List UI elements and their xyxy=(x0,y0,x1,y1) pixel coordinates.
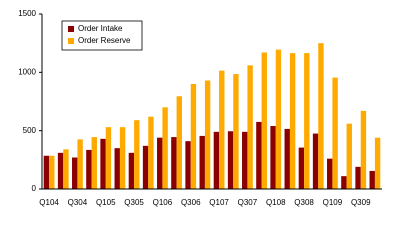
bar xyxy=(261,52,267,189)
legend-swatch xyxy=(68,38,74,44)
bar xyxy=(270,126,276,189)
bar xyxy=(114,148,120,189)
x-tick-label: Q306 xyxy=(181,198,201,207)
bar xyxy=(142,145,149,189)
bar xyxy=(100,138,106,189)
bar xyxy=(312,133,319,189)
bar xyxy=(199,135,205,189)
bar xyxy=(204,80,211,189)
bar xyxy=(105,127,112,189)
x-tick-label: Q307 xyxy=(238,198,258,207)
bar xyxy=(148,116,154,189)
bar xyxy=(247,65,253,189)
bar xyxy=(219,70,225,189)
x-tick-label: Q105 xyxy=(96,198,116,207)
bar xyxy=(134,120,140,189)
bar xyxy=(304,53,310,190)
bar xyxy=(256,121,262,189)
bar xyxy=(176,96,182,189)
y-tick-label: 1000 xyxy=(18,67,36,76)
bar xyxy=(355,166,361,189)
bar xyxy=(213,131,220,189)
x-tick-label: Q107 xyxy=(209,198,229,207)
bar xyxy=(341,176,347,189)
bar xyxy=(91,137,97,189)
x-tick-label: Q308 xyxy=(294,198,314,207)
y-tick-label: 0 xyxy=(32,184,37,193)
bar xyxy=(318,43,324,189)
legend-swatch xyxy=(68,26,74,32)
x-tick-label: Q104 xyxy=(39,198,59,207)
x-tick-label: Q304 xyxy=(68,198,88,207)
bar xyxy=(185,141,191,189)
bar xyxy=(57,152,64,189)
bar xyxy=(86,149,92,189)
bar xyxy=(242,131,248,189)
bar xyxy=(190,84,197,189)
x-tick-label: Q109 xyxy=(323,198,343,207)
bar xyxy=(233,74,239,189)
bar xyxy=(77,139,83,189)
legend-label: Order Reserve xyxy=(78,36,131,45)
bar xyxy=(171,137,177,189)
x-tick-label: Q305 xyxy=(124,198,144,207)
legend-label: Order Intake xyxy=(78,24,123,33)
bar xyxy=(49,155,55,189)
bar xyxy=(374,137,381,189)
bar xyxy=(128,152,135,189)
y-tick-label: 500 xyxy=(23,126,37,135)
bar xyxy=(119,127,126,189)
bar xyxy=(332,77,338,189)
x-tick-label: Q309 xyxy=(351,198,371,207)
x-tick-label: Q108 xyxy=(266,198,286,207)
bar xyxy=(157,137,163,189)
bar xyxy=(369,170,375,189)
legend-box xyxy=(61,20,143,51)
bar xyxy=(43,155,50,189)
bar xyxy=(289,53,296,190)
bar xyxy=(346,123,352,189)
bar xyxy=(72,157,78,189)
bar xyxy=(298,147,305,189)
bar xyxy=(360,110,367,189)
bar xyxy=(327,158,333,189)
bar xyxy=(162,107,168,189)
x-tick-label: Q106 xyxy=(153,198,173,207)
y-tick-label: 1500 xyxy=(18,9,36,18)
bar xyxy=(275,49,282,190)
bar xyxy=(284,128,290,189)
chart: 0 500 1000 1500 Q104 Q304 Q105 Q305 Q106 Q306 Q107… xyxy=(18,9,382,207)
bar xyxy=(227,131,234,189)
bar xyxy=(63,149,69,189)
